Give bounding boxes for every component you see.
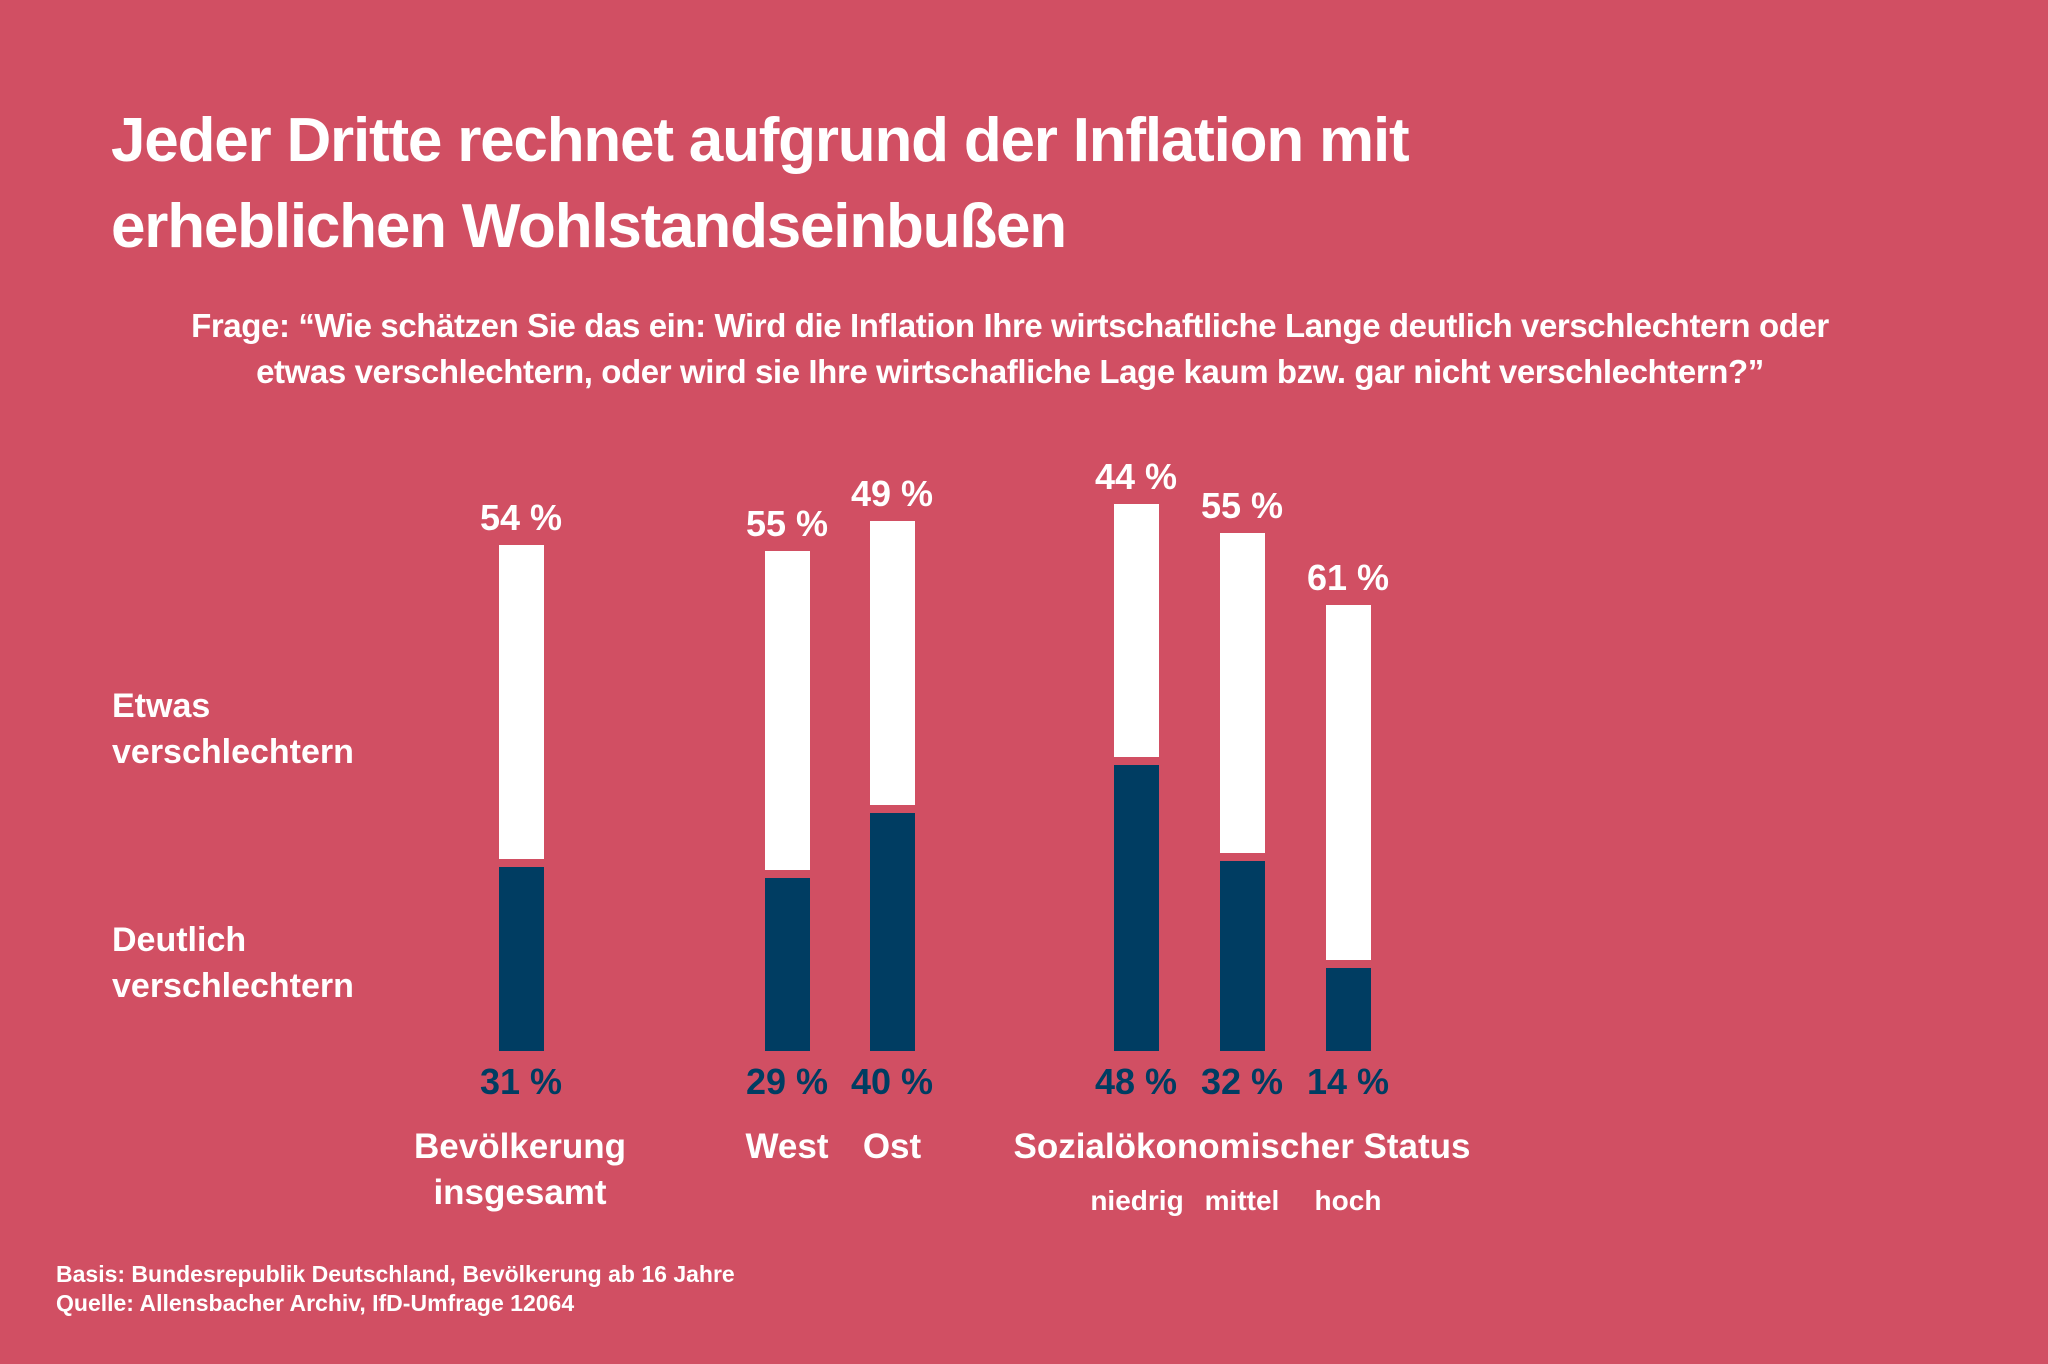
- bar-deutlich: [499, 866, 544, 1051]
- data-label-deutlich: 31 %: [479, 1061, 563, 1102]
- legend-etwas-line: Etwas: [112, 687, 211, 725]
- bar-etwas: [499, 545, 544, 859]
- title-line: Jeder Dritte rechnet aufgrund der Inflat…: [111, 106, 1410, 175]
- footer-notes: Basis: Bundesrepublik Deutschland, Bevöl…: [56, 1260, 735, 1318]
- data-label-etwas: 55 %: [745, 503, 829, 545]
- group-label-ost: Ost: [862, 1127, 922, 1166]
- data-label-etwas: 49 %: [850, 473, 934, 515]
- bar-etwas: [1114, 503, 1159, 758]
- legend-deutlich: Deutlich verschlechtern: [112, 917, 354, 1009]
- data-label-deutlich: 40 %: [850, 1061, 934, 1102]
- sub-label-niedrig: niedrig: [1090, 1185, 1184, 1216]
- bar-deutlich: [1114, 765, 1159, 1051]
- bar-etwas: [1326, 604, 1371, 960]
- bar-deutlich: [1326, 967, 1371, 1051]
- footer-source: Quelle: Allensbacher Archiv, IfD-Umfrage…: [56, 1290, 575, 1316]
- data-label-etwas: 54 %: [479, 497, 563, 539]
- bar-deutlich: [1220, 860, 1265, 1051]
- bar-deutlich: [765, 878, 810, 1051]
- data-label-deutlich: 29 %: [745, 1061, 829, 1102]
- chart-title: Jeder Dritte rechnet aufgrund der Inflat…: [111, 98, 1410, 270]
- group-label-status: Sozialökonomischer Status: [1013, 1127, 1471, 1166]
- data-label-etwas: 44 %: [1094, 455, 1178, 497]
- title-line: erheblichen Wohlstandseinbußen: [111, 192, 1067, 261]
- sub-label-mittel: mittel: [1204, 1185, 1280, 1216]
- data-label-etwas: 61 %: [1306, 556, 1390, 598]
- group-label-line: Bevölkerung: [414, 1127, 626, 1166]
- data-label-deutlich: 32 %: [1200, 1061, 1284, 1102]
- bar-etwas: [765, 551, 810, 871]
- bar-deutlich: [870, 813, 915, 1051]
- question-line: Frage: “Wie schätzen Sie das ein: Wird d…: [191, 307, 1829, 344]
- legend-etwas: Etwas verschlechtern: [112, 683, 354, 775]
- group-label-west: West: [745, 1127, 829, 1166]
- sub-label-hoch: hoch: [1314, 1185, 1382, 1216]
- bar-etwas: [870, 521, 915, 805]
- footer-basis: Basis: Bundesrepublik Deutschland, Bevöl…: [56, 1261, 735, 1287]
- bar-etwas: [1220, 533, 1265, 853]
- legend-etwas-line: verschlechtern: [112, 733, 354, 771]
- data-label-deutlich: 48 %: [1094, 1061, 1178, 1102]
- data-label-etwas: 55 %: [1200, 485, 1284, 527]
- question-text: Frage: “Wie schätzen Sie das ein: Wird d…: [80, 303, 1940, 395]
- group-label-line: insgesamt: [433, 1173, 607, 1212]
- question-line: etwas verschlechtern, oder wird sie Ihre…: [256, 353, 1764, 390]
- data-label-deutlich: 14 %: [1306, 1061, 1390, 1102]
- legend-deutlich-line: Deutlich: [112, 921, 247, 959]
- legend-deutlich-line: verschlechtern: [112, 967, 354, 1005]
- group-label-bevoelkerung: Bevölkerung insgesamt: [400, 1124, 640, 1216]
